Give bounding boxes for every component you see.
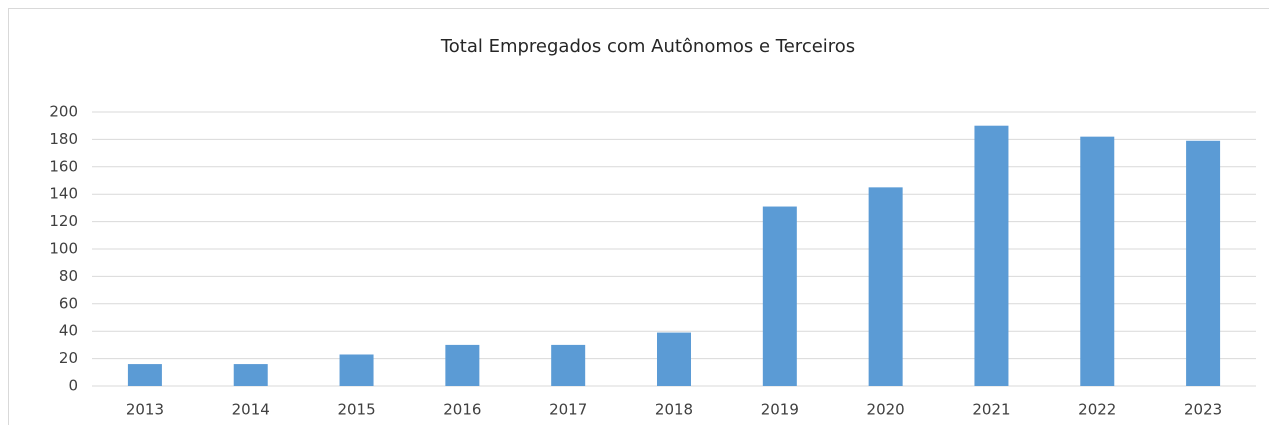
x-tick-label: 2019 [761, 401, 799, 419]
bar [974, 125, 1009, 386]
y-tick-label: 160 [49, 157, 78, 175]
x-tick-label: 2020 [867, 401, 905, 419]
y-tick-label: 0 [68, 377, 78, 395]
y-tick-label: 140 [49, 185, 78, 203]
bar [1186, 140, 1221, 386]
y-tick-label: 100 [49, 240, 78, 258]
y-tick-label: 180 [49, 130, 78, 148]
y-tick-label: 20 [59, 349, 78, 367]
y-tick-label: 80 [59, 267, 78, 285]
chart-frame [8, 8, 1269, 425]
bar [657, 332, 691, 386]
bar [445, 344, 480, 386]
bar [127, 364, 162, 386]
bar [339, 354, 374, 386]
y-tick-label: 60 [59, 294, 78, 312]
bar [551, 344, 586, 386]
y-tick-label: 200 [49, 103, 78, 121]
x-tick-label: 2022 [1078, 401, 1116, 419]
y-tick-label: 40 [59, 322, 78, 340]
bar [233, 364, 268, 386]
x-tick-label: 2016 [443, 401, 481, 419]
x-tick-label: 2013 [126, 401, 164, 419]
x-tick-label: 2021 [972, 401, 1010, 419]
x-tick-label: 2015 [337, 401, 375, 419]
x-tick-label: 2018 [655, 401, 693, 419]
x-tick-label: 2023 [1184, 401, 1222, 419]
bar [762, 206, 797, 386]
x-tick-label: 2014 [232, 401, 270, 419]
y-tick-label: 120 [49, 212, 78, 230]
bar [868, 187, 903, 386]
chart-title: Total Empregados com Autônomos e Terceir… [440, 36, 855, 57]
bar [1080, 136, 1115, 386]
x-tick-label: 2017 [549, 401, 587, 419]
